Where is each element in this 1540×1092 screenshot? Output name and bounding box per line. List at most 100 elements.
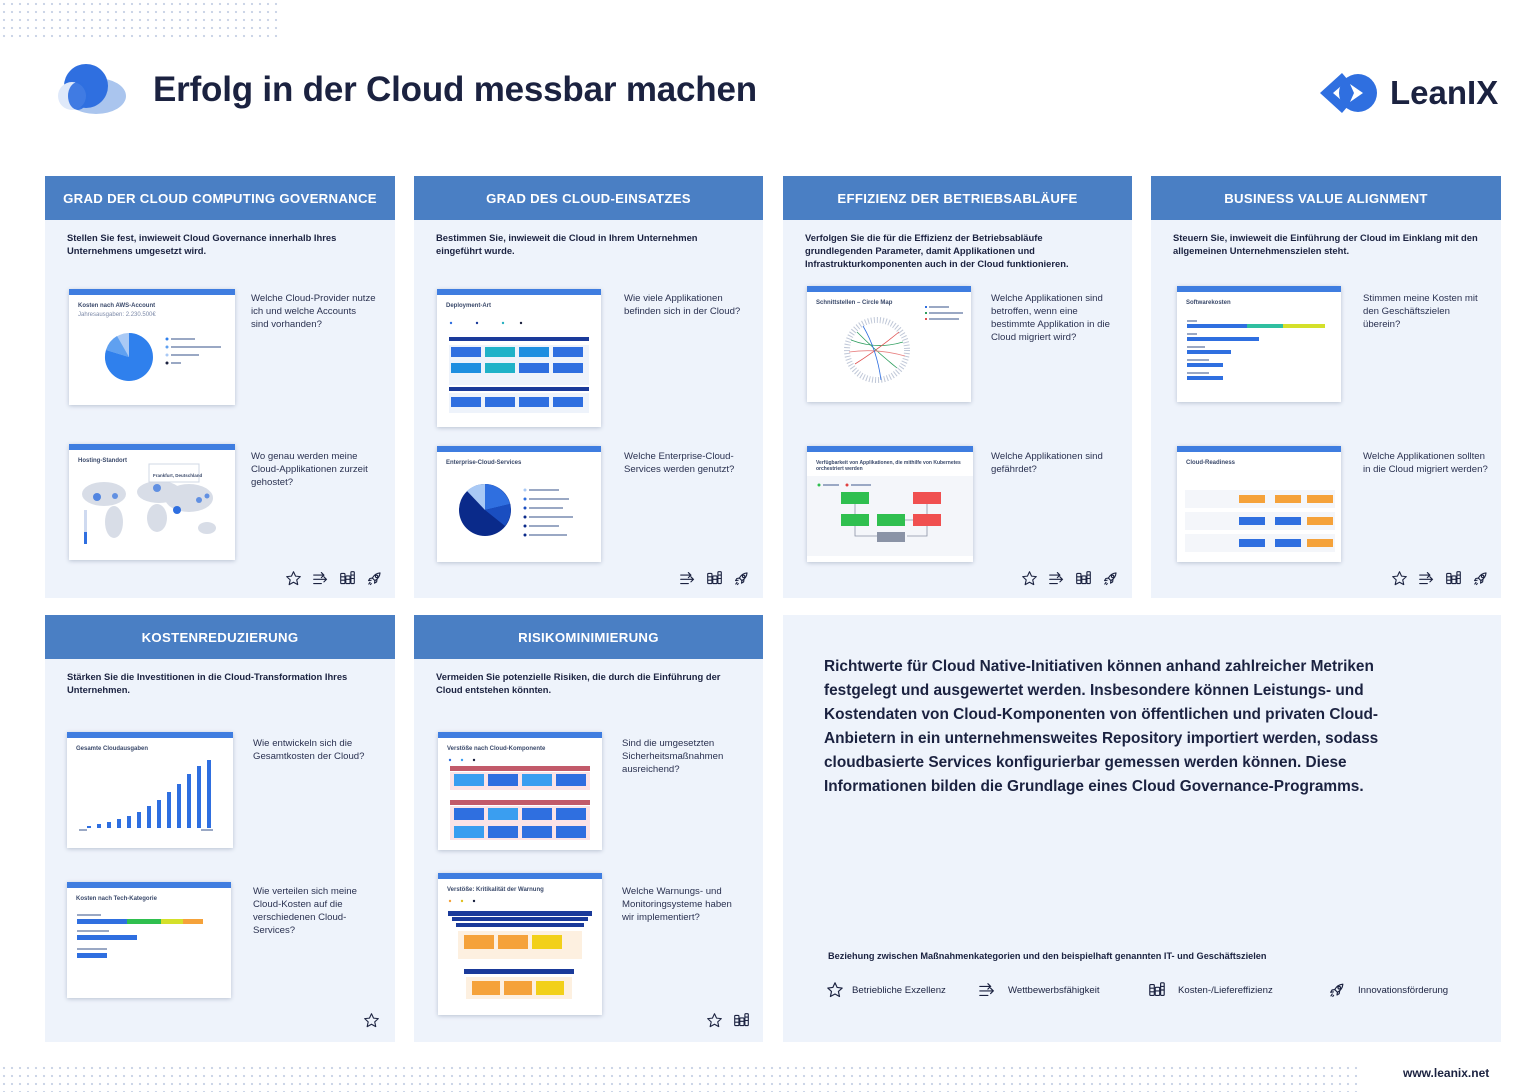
- thumbnail-subtitle: Jahresausgaben: 2.230.500€: [78, 312, 156, 318]
- question-text: Welche Warnungs- und Monitoringsysteme h…: [622, 886, 732, 923]
- thumbnail-title: Kosten nach Tech-Kategorie: [76, 896, 157, 902]
- thumbnail-title: Deployment-Art: [446, 303, 492, 309]
- availability-diagram: [807, 476, 973, 556]
- star-icon: [706, 1012, 723, 1029]
- brand-logo[interactable]: LeanIX: [1318, 70, 1508, 116]
- card-heading: GRAD DES CLOUD-EINSATZES: [414, 176, 763, 220]
- software-costs-thumbnail[interactable]: ••• Softwarekosten: [1177, 286, 1341, 402]
- rocket-icon: [366, 570, 383, 587]
- thumbnail-title: Cloud-Readiness: [1186, 460, 1236, 466]
- card-intro: Bestimmen Sie, inwieweit die Cloud in Ih…: [436, 232, 698, 256]
- criticality-diagram: [448, 899, 592, 999]
- circle-map: [844, 306, 963, 383]
- card-heading: EFFIZIENZ DER BETRIEBSABLÄUFE: [783, 176, 1132, 220]
- thumbnail-title: Verfügbarkeit von Applikationen, die mit…: [816, 460, 961, 472]
- arrows-icon: [1418, 570, 1435, 587]
- goal-icons: [285, 570, 383, 587]
- goal-icons: [1021, 570, 1119, 587]
- star-icon: [363, 1012, 380, 1029]
- coins-icon: [1075, 570, 1092, 587]
- thumbnail-title: Hosting-Standort: [78, 458, 127, 464]
- legend-item: Kosten-/Liefereffizienz: [1148, 981, 1273, 999]
- thumbnail-title: Gesamte Cloudausgaben: [76, 746, 149, 752]
- card-intro: Vermeiden Sie potenzielle Risiken, die d…: [436, 671, 721, 695]
- decorative-dots-bottom: [0, 1064, 1360, 1092]
- total-cloud-spend-thumbnail[interactable]: ••• Gesamte Cloudausgaben: [67, 732, 233, 848]
- thumbnail-title: Verstöße: Kritikalität der Warnung: [447, 887, 544, 893]
- coins-icon: [706, 570, 723, 587]
- thumbnail-title: Kosten nach AWS-Account: [78, 303, 156, 309]
- pie-chart: [459, 483, 573, 537]
- legend-label: Innovationsförderung: [1358, 984, 1449, 996]
- star-icon: [826, 981, 844, 999]
- leanix-logo-icon: [1320, 73, 1377, 113]
- summary-panel: Richtwerte für Cloud Native-Initiativen …: [783, 615, 1501, 1042]
- category-cost-bars: [77, 914, 203, 958]
- arrows-icon: [978, 981, 996, 999]
- card-governance: GRAD DER CLOUD COMPUTING GOVERNANCE Stel…: [45, 176, 395, 598]
- star-icon: [1021, 570, 1038, 587]
- alert-criticality-thumbnail[interactable]: ••• Verstöße: Kritikalität der Warnung: [438, 873, 602, 1015]
- coins-icon: [339, 570, 356, 587]
- pie-chart: [104, 333, 221, 381]
- goal-icons: [363, 1012, 380, 1029]
- deployment-diagram: [449, 321, 589, 413]
- card-intro: Stellen Sie fest, inwieweit Cloud Govern…: [67, 232, 337, 256]
- legend-label: Kosten-/Liefereffizienz: [1178, 984, 1273, 996]
- spend-bar-chart: [79, 760, 213, 831]
- goal-icons: [706, 1012, 750, 1029]
- interfaces-circle-map-thumbnail[interactable]: ••• Schnittstellen – Circle Map: [807, 286, 971, 402]
- star-icon: [285, 570, 302, 587]
- question-text: Stimmen meine Kosten mit den Geschäftszi…: [1363, 293, 1478, 330]
- legend-item: Wettbewerbsfähigkeit: [978, 981, 1100, 999]
- legend-label: Betriebliche Exzellenz: [852, 984, 946, 996]
- coins-icon: [1148, 981, 1166, 999]
- violations-diagram: [448, 758, 590, 840]
- deployment-type-thumbnail[interactable]: ••• Deployment-Art: [437, 289, 601, 427]
- question-text: Welche Applikationen sind gefährdet?: [991, 451, 1103, 475]
- cost-bars: [1187, 320, 1325, 380]
- question-text: Welche Applikationen sollten in die Clou…: [1363, 451, 1488, 475]
- rocket-icon: [1102, 570, 1119, 587]
- goal-icons: [1391, 570, 1489, 587]
- rocket-icon: [1328, 981, 1346, 999]
- question-text: Welche Enterprise-Cloud-Services werden …: [624, 451, 735, 475]
- cloud-logo-icon: [58, 64, 126, 114]
- card-operational-efficiency: EFFIZIENZ DER BETRIEBSABLÄUFE Verfolgen …: [783, 176, 1132, 598]
- question-text: Wie viele Applikationen befinden sich in…: [624, 293, 741, 317]
- world-map: [82, 463, 216, 544]
- legend-caption: Beziehung zwischen Maßnahmenkategorien u…: [828, 951, 1267, 961]
- coins-icon: [733, 1012, 750, 1029]
- card-intro: Steuern Sie, inwieweit die Einführung de…: [1173, 232, 1478, 256]
- kubernetes-availability-thumbnail[interactable]: ••• Verfügbarkeit von Applikationen, die…: [807, 446, 973, 562]
- question-text: Wie entwickeln sich die Gesamtkosten der…: [253, 738, 365, 762]
- star-icon: [1391, 570, 1408, 587]
- cloud-readiness-thumbnail[interactable]: ••• Cloud-Readiness: [1177, 446, 1341, 562]
- arrows-icon: [312, 570, 329, 587]
- card-heading: BUSINESS VALUE ALIGNMENT: [1151, 176, 1501, 220]
- card-heading: GRAD DER CLOUD COMPUTING GOVERNANCE: [45, 176, 395, 220]
- goal-icons: [679, 570, 750, 587]
- goal-legend: Betriebliche Exzellenz Wettbewerbsfähigk…: [826, 981, 1466, 1005]
- footer-website-link[interactable]: www.leanix.net: [1403, 1066, 1490, 1080]
- card-heading: KOSTENREDUZIERUNG: [45, 615, 395, 659]
- enterprise-cloud-services-thumbnail[interactable]: ••• Enterprise-Cloud-Services: [437, 446, 601, 562]
- coins-icon: [1445, 570, 1462, 587]
- card-heading: RISIKOMINIMIERUNG: [414, 615, 763, 659]
- question-text: Welche Cloud-Provider nutze ich und welc…: [251, 293, 376, 330]
- card-intro: Verfolgen Sie die für die Effizienz der …: [805, 232, 1069, 269]
- rocket-icon: [733, 570, 750, 587]
- page-title: Erfolg in der Cloud messbar machen: [153, 70, 757, 109]
- question-text: Wo genau werden meine Cloud-Applikatione…: [251, 451, 368, 488]
- thumbnail-title: Enterprise-Cloud-Services: [446, 460, 522, 466]
- hosting-location-thumbnail[interactable]: ••• Hosting-Standort Frankfurt, Deutschl…: [69, 444, 235, 560]
- rocket-icon: [1472, 570, 1489, 587]
- violations-by-component-thumbnail[interactable]: ••• Verstöße nach Cloud-Komponente: [438, 732, 602, 850]
- question-text: Sind die umgesetzten Sicherheitsmaßnahme…: [622, 738, 724, 775]
- thumbnail-title: Schnittstellen – Circle Map: [816, 300, 893, 306]
- cost-by-tech-category-thumbnail[interactable]: ••• Kosten nach Tech-Kategorie: [67, 882, 231, 998]
- question-text: Welche Applikationen sind betroffen, wen…: [991, 293, 1110, 343]
- card-business-value-alignment: BUSINESS VALUE ALIGNMENT Steuern Sie, in…: [1151, 176, 1501, 598]
- legend-item: Betriebliche Exzellenz: [826, 981, 946, 999]
- aws-account-cost-thumbnail[interactable]: ••• Kosten nach AWS-Account Jahresausgab…: [69, 289, 235, 405]
